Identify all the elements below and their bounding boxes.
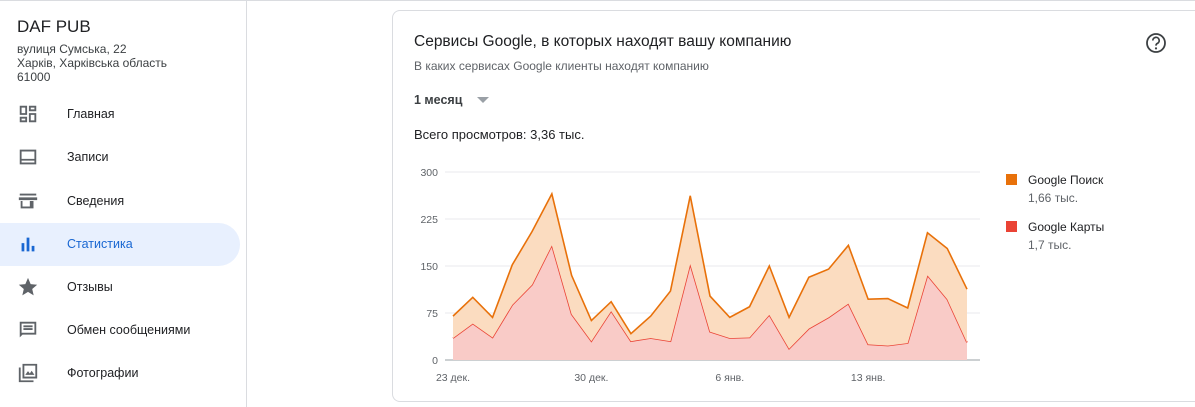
sidebar: DAF PUB вулиця Сумська, 22 Харків, Харкі… (0, 0, 247, 407)
y-tick-label: 300 (420, 167, 438, 179)
line (452, 191, 968, 335)
nav-label: Фотографии (67, 366, 139, 380)
icon (21, 237, 35, 252)
period-dropdown[interactable]: 1 месяц (414, 93, 463, 107)
total-views: Всего просмотров: 3,36 тыс. (414, 127, 585, 142)
nav-label: Главная (67, 107, 115, 121)
icon (18, 363, 38, 383)
legend-summary: 1,66 тыс. (1028, 191, 1078, 205)
icon (19, 149, 37, 165)
icon (18, 193, 38, 209)
dropdown-arrow[interactable] (477, 97, 489, 103)
legend-label: Google Карты (1028, 220, 1104, 234)
nav-label: Сведения (67, 194, 125, 208)
area (453, 245, 967, 360)
y-tick-label: 75 (426, 308, 438, 320)
address-line: Харків, Харківська область (17, 56, 168, 70)
card-subtitle: В каких сервисах Google клиенты находят … (414, 59, 709, 73)
x-tick-label: 6 янв. (715, 372, 744, 384)
nav-item[interactable]: Статистика (0, 223, 240, 266)
nav-item[interactable]: Отзывы (0, 266, 240, 309)
nav-label: Записи (67, 150, 109, 164)
nav-item[interactable]: Сведения (0, 180, 240, 223)
nav-item[interactable]: Обмен сообщениями (0, 309, 240, 352)
address-line: 61000 (17, 70, 51, 84)
card-title: Сервисы Google, в которых находят вашу к… (414, 33, 792, 50)
nav-item[interactable]: Главная (0, 93, 240, 136)
y-tick-label: 225 (420, 214, 438, 226)
help-icon[interactable] (1146, 33, 1166, 53)
nav-item[interactable]: Записи (0, 136, 240, 179)
y-tick-label: 0 (432, 355, 438, 367)
legend-swatch (1006, 221, 1017, 232)
icon (19, 321, 37, 338)
icon (18, 277, 38, 296)
nav-label: Отзывы (67, 280, 113, 294)
nav-label: Обмен сообщениями (67, 323, 191, 337)
x-tick-label: 30 дек. (574, 372, 608, 384)
legend-label: Google Поиск (1028, 173, 1104, 187)
legend-swatch (1006, 174, 1017, 185)
card (392, 10, 1195, 402)
area (453, 193, 967, 349)
x-tick-label: 23 дек. (436, 372, 470, 384)
business-name: DAF PUB (17, 17, 91, 36)
divider (247, 0, 1195, 1)
legend-summary: 1,7 тыс. (1028, 238, 1071, 252)
icon (19, 105, 37, 123)
nav-item[interactable]: Фотографии (0, 352, 240, 395)
address-line: вулиця Сумська, 22 (17, 42, 127, 56)
x-tick-label: 13 янв. (851, 372, 886, 384)
nav-label: Статистика (67, 237, 133, 251)
y-tick-label: 150 (420, 261, 438, 273)
